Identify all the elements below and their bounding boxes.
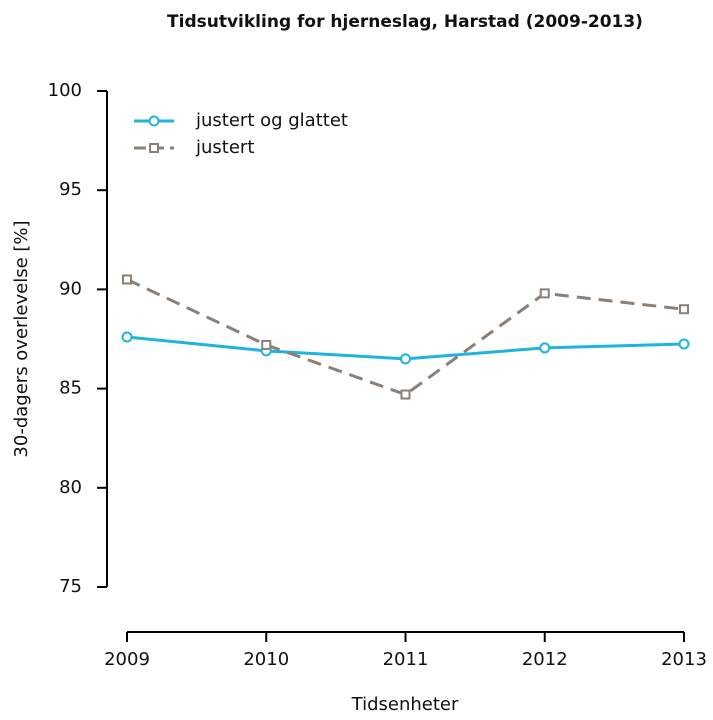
y-axis-label: 30-dagers overlevelse [%] [11,220,32,457]
marker [679,304,689,315]
y-tick-label: 75 [59,576,82,597]
chart-title: Tidsutvikling for hjerneslag, Harstad (2… [167,12,643,32]
legend-marker [149,143,159,153]
marker [678,338,690,350]
y-tick-label: 95 [59,179,82,200]
series-line [126,278,685,397]
x-tick-label: 2011 [383,649,429,670]
x-tick-label: 2012 [522,649,568,670]
x-tick-label: 2010 [243,649,289,670]
legend-marker [148,115,160,127]
marker [400,389,411,400]
marker [539,342,551,354]
y-tick-label: 85 [59,378,82,399]
x-tick-label: 2013 [661,649,707,670]
y-tick-label: 100 [48,80,82,101]
legend-label: justert [195,137,254,158]
y-tick-label: 90 [59,278,82,299]
y-tick-label: 80 [59,477,82,498]
marker [539,288,550,299]
marker [121,331,133,343]
marker [122,274,132,285]
marker [261,339,272,350]
marker [400,353,411,365]
x-axis-label: Tidsenheter [351,694,459,715]
legend-label: justert og glattet [195,110,348,131]
x-tick-label: 2009 [104,649,150,670]
